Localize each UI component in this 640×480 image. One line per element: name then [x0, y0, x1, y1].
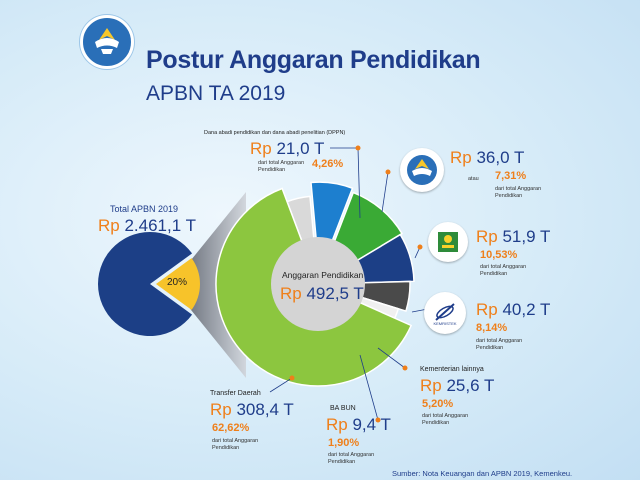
- dppn-amount: Rp 21,0 T: [250, 139, 325, 158]
- leader-dot-lainnya: [402, 365, 408, 371]
- kemristekdikti-pct: 8,14%: [476, 322, 508, 334]
- transfer-name: Transfer Daerah: [210, 390, 261, 397]
- leader-dot-kemdikbud: [385, 169, 391, 175]
- kemdikbud-logo-icon: [400, 148, 444, 192]
- lainnya-note: dari total Anggaran Pendidikan: [422, 413, 469, 426]
- dppn-name: Dana abadi pendidikan dan dana abadi pen…: [204, 130, 346, 136]
- babun-name: BA BUN: [330, 405, 356, 412]
- lainnya-pct: 5,20%: [422, 398, 454, 410]
- kemdikbud-amount: Rp 36,0 T: [450, 148, 525, 167]
- page-title: Postur Anggaran Pendidikan: [146, 46, 481, 74]
- slice-anggaran-pendidikan: [156, 258, 201, 310]
- kemdikbud-pct: 7,31%: [495, 170, 527, 182]
- slice-lainnya: [97, 231, 193, 336]
- kemenag-logo-icon: [428, 222, 468, 262]
- total-apbn-pie: [97, 231, 201, 336]
- center-label: Anggaran Pendidikan: [282, 270, 364, 280]
- transfer-note: dari total Anggaran Pendidikan: [212, 438, 259, 451]
- center-amount: Rp 492,5 T: [280, 284, 364, 303]
- leader-line-transfer: [269, 377, 293, 393]
- kemdikbud-note: dari total Anggaran Pendidikan: [495, 186, 542, 199]
- education-budget-pie: [215, 181, 415, 387]
- center-hole: [271, 237, 365, 331]
- kemenag-note: dari total Anggaran Pendidikan: [480, 264, 527, 277]
- dppn-pct: 4,26%: [312, 158, 344, 170]
- leader-line-babun: [359, 354, 379, 421]
- kemristekdikti-amount: Rp 40,2 T: [476, 300, 551, 319]
- total-amount: Rp 2.461,1 T: [98, 216, 196, 235]
- transfer-amount: Rp 308,4 T: [210, 400, 294, 419]
- kemristekdikti-logo-icon: KEMRISTEK: [424, 292, 466, 334]
- leader-dot-babun: [375, 417, 381, 423]
- ministry-logo-icon: [80, 15, 134, 69]
- source-note: Sumber: Nota Keuangan dan APBN 2019, Kem…: [392, 469, 573, 478]
- total-share-label: 20%: [167, 277, 188, 288]
- leader-dot-dppn: [355, 145, 361, 151]
- kemenag-amount: Rp 51,9 T: [476, 227, 551, 246]
- svg-text:KEMRISTEK: KEMRISTEK: [433, 321, 456, 326]
- transfer-pct: 62,62%: [212, 422, 250, 434]
- page-subtitle: APBN TA 2019: [146, 82, 286, 105]
- babun-note: dari total Anggaran Pendidikan: [328, 452, 375, 465]
- kemenag-pct: 10,53%: [480, 249, 518, 261]
- kemristekdikti-note: dari total Anggaran Pendidikan: [476, 338, 523, 351]
- leader-dot-transfer: [289, 375, 295, 381]
- babun-pct: 1,90%: [328, 437, 360, 449]
- leader-line-kemdikbud: [381, 171, 389, 213]
- kemdikbud-prefix: atau: [468, 176, 479, 182]
- leader-line-lainnya: [377, 347, 406, 369]
- dppn-note: dari total Anggaran Pendidikan: [258, 160, 305, 173]
- babun-amount: Rp 9,4 T: [326, 415, 391, 434]
- total-label: Total APBN 2019: [110, 204, 179, 214]
- lainnya-amount: Rp 25,6 T: [420, 376, 495, 395]
- lainnya-name: Kementerian lainnya: [420, 366, 484, 373]
- leader-dot-kemenag: [417, 244, 423, 250]
